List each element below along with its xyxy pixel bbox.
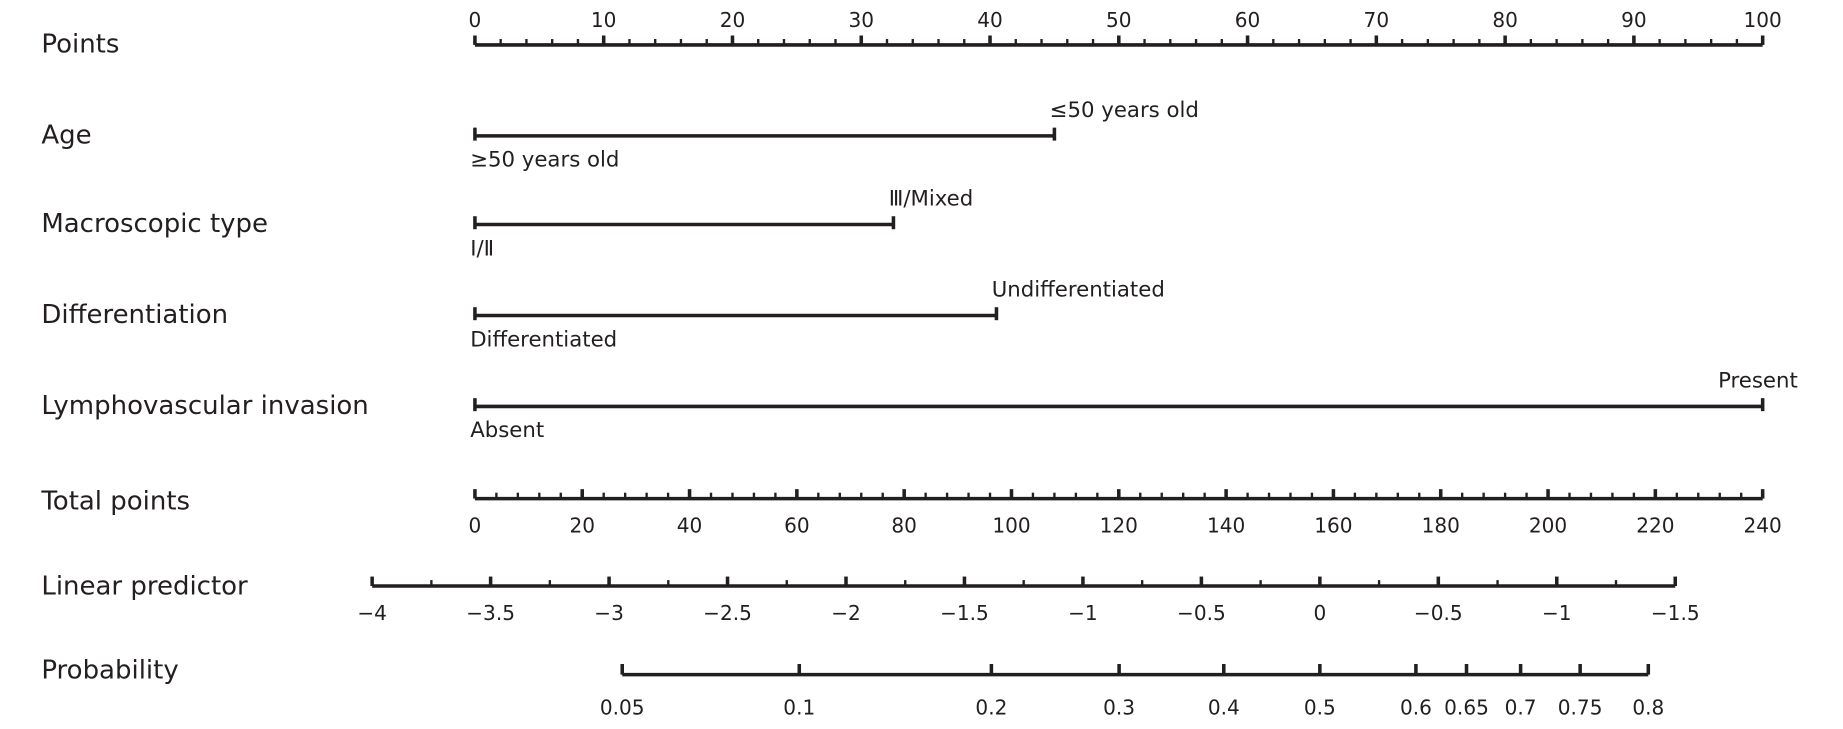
level-label: Ⅲ/Mixed — [889, 187, 974, 212]
tick-label: 0.5 — [1304, 695, 1336, 719]
tick-label: 70 — [1364, 8, 1390, 32]
tick-label: 0 — [469, 513, 482, 537]
tick-label: 10 — [591, 8, 617, 32]
row-label: Probability — [41, 656, 178, 686]
tick-label: 100 — [992, 513, 1030, 537]
tick-label: 0 — [469, 8, 482, 32]
tick-label: 60 — [1235, 8, 1261, 32]
row-label: Age — [41, 120, 91, 150]
tick-label: 240 — [1744, 513, 1782, 537]
tick-label: 0.05 — [600, 695, 645, 719]
tick-label: −1 — [1542, 601, 1572, 625]
tick-label: 180 — [1422, 513, 1460, 537]
tick-label: 0.75 — [1558, 695, 1603, 719]
tick-label: 0.1 — [783, 695, 815, 719]
tick-label: −3 — [594, 601, 624, 625]
tick-label: 0.65 — [1444, 695, 1489, 719]
level-label: Differentiated — [470, 327, 617, 352]
tick-label: −2.5 — [703, 601, 752, 625]
tick-label: 220 — [1636, 513, 1674, 537]
level-label: Ⅰ/Ⅱ — [470, 236, 494, 261]
tick-label: 80 — [1492, 8, 1518, 32]
tick-label: 40 — [977, 8, 1003, 32]
tick-label: 120 — [1100, 513, 1138, 537]
tick-label: 20 — [569, 513, 595, 537]
tick-label: 0.4 — [1208, 695, 1240, 719]
level-label: ≤50 years old — [1050, 98, 1199, 123]
row-label: Total points — [40, 487, 190, 517]
row-label: Linear predictor — [41, 572, 248, 602]
tick-label: −2 — [831, 601, 861, 625]
level-label: Absent — [470, 418, 544, 443]
tick-label: 0.6 — [1400, 695, 1432, 719]
row-label: Differentiation — [41, 300, 228, 330]
tick-label: −0.5 — [1414, 601, 1463, 625]
tick-label: 40 — [677, 513, 703, 537]
level-label: ≥50 years old — [470, 148, 619, 173]
tick-label: −3.5 — [466, 601, 515, 625]
tick-label: 200 — [1529, 513, 1567, 537]
tick-label: −4 — [357, 601, 387, 625]
tick-label: 80 — [891, 513, 917, 537]
row-label: Lymphovascular invasion — [41, 391, 368, 421]
tick-label: 140 — [1207, 513, 1245, 537]
tick-label: 160 — [1314, 513, 1352, 537]
row-label: Macroscopic type — [41, 209, 268, 239]
level-label: Present — [1718, 369, 1798, 394]
tick-label: 60 — [784, 513, 810, 537]
tick-label: 0 — [1313, 601, 1326, 625]
tick-label: −1.5 — [1651, 601, 1700, 625]
tick-label: −0.5 — [1177, 601, 1226, 625]
tick-label: 30 — [848, 8, 874, 32]
tick-label: 0.2 — [975, 695, 1007, 719]
tick-label: 0.3 — [1103, 695, 1135, 719]
tick-label: 20 — [720, 8, 746, 32]
tick-label: 100 — [1744, 8, 1782, 32]
tick-label: 90 — [1621, 8, 1647, 32]
tick-label: 0.7 — [1505, 695, 1537, 719]
tick-label: 50 — [1106, 8, 1132, 32]
level-label: Undifferentiated — [992, 278, 1165, 303]
row-label: Points — [41, 29, 119, 59]
tick-label: −1.5 — [940, 601, 989, 625]
tick-label: 0.8 — [1632, 695, 1664, 719]
tick-label: −1 — [1068, 601, 1098, 625]
